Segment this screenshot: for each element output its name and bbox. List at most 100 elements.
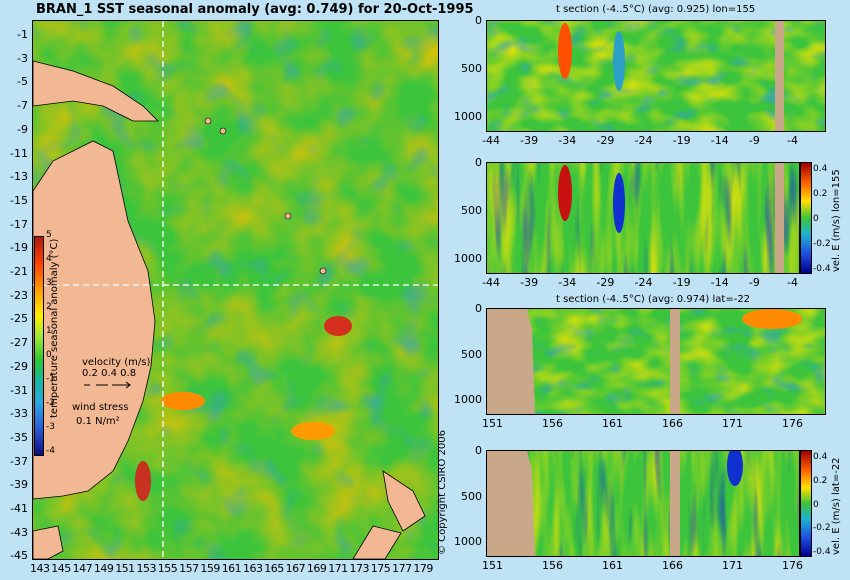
png-landmass <box>33 60 159 122</box>
lon-tick: 155 <box>157 562 178 575</box>
depth-tick: 1000 <box>454 393 482 406</box>
depth-tick: 500 <box>461 347 482 361</box>
section-x-tick: -39 <box>520 276 539 289</box>
velocity-scale: 0.2 0.4 0.8 <box>82 368 137 379</box>
lat-tick: -7 <box>17 99 28 113</box>
section-x-tick: 176 <box>782 559 803 572</box>
wind-stress-label: wind stress <box>72 402 129 413</box>
vel-colorbar <box>800 162 812 274</box>
lat-tick: -11 <box>10 146 28 160</box>
vel-colorbar-tick: 0.2 <box>813 189 828 199</box>
section-x-tick: -14 <box>710 134 729 147</box>
depth-tick: 1000 <box>454 110 482 123</box>
lon-tick: 149 <box>93 562 114 575</box>
lon-tick: 153 <box>136 562 157 575</box>
vel-colorbar <box>800 450 812 557</box>
section-x-tick: -24 <box>634 276 653 289</box>
vel-colorbar-tick: -0.2 <box>813 239 831 249</box>
section-x-tick: 151 <box>482 559 503 572</box>
depth-tick: 0 <box>475 156 482 169</box>
section-x-tick: -14 <box>710 276 729 289</box>
depth-tick: 500 <box>461 489 482 503</box>
section-panel <box>486 20 826 132</box>
section-x-tick: -19 <box>672 276 691 289</box>
section-panel <box>486 162 800 274</box>
section-x-tick: 156 <box>542 417 563 430</box>
colorbar-tick: 3 <box>46 278 52 288</box>
vel-colorbar-tick: -0.4 <box>813 547 831 557</box>
depth-tick: 500 <box>461 204 482 217</box>
colorbar-tick: 4 <box>46 254 52 264</box>
nz-north-island <box>382 470 426 532</box>
vel-colorbar-tick: -0.2 <box>813 523 831 534</box>
lat-tick: -13 <box>10 170 28 184</box>
lon-tick: 143 <box>30 562 50 575</box>
copyright: © Copyright CSIRO 2006 <box>437 430 448 555</box>
velocity-arrows <box>84 381 131 389</box>
lat-tick: -31 <box>10 383 28 397</box>
vel-colorbar-tick: -0.4 <box>813 264 831 274</box>
section-x-tick: 156 <box>542 559 563 572</box>
lon-tick: 173 <box>349 562 370 575</box>
vel-colorbar-tick: 0.4 <box>813 452 828 462</box>
section-x-tick: 161 <box>602 559 623 572</box>
sst-map-svg <box>33 21 438 559</box>
lat-tick: -1 <box>17 28 28 41</box>
lon-tick: 175 <box>370 562 391 575</box>
section-x-tick: -44 <box>482 134 500 147</box>
depth-tick: 0 <box>475 302 482 315</box>
lat-tick: -17 <box>10 217 28 231</box>
lat-tick: -33 <box>10 407 28 421</box>
section-x-tick: -9 <box>748 134 760 147</box>
wind-stress-scale: 0.1 N/m² <box>76 416 120 427</box>
lon-tick: 151 <box>115 562 135 575</box>
depth-tick: 0 <box>475 444 482 457</box>
nz-south-island <box>352 525 402 559</box>
main-colorbar-label: temperature seasonal anomaly (°C) <box>49 238 60 418</box>
section-x-tick: -4 <box>787 134 798 147</box>
lat-tick: -45 <box>10 549 28 563</box>
section-panel <box>486 308 826 415</box>
section-x-tick: -19 <box>672 134 691 147</box>
vel-colorbar-tick: 0 <box>813 214 819 224</box>
lon-tick: 177 <box>392 562 412 575</box>
lat-tick: -29 <box>10 359 28 373</box>
lat-tick: -43 <box>10 525 28 539</box>
australia-landmass <box>33 140 156 500</box>
lon-tick: 179 <box>413 562 433 575</box>
lon-tick: 159 <box>200 562 220 575</box>
section-title: t section (-4..5°C) (avg: 0.925) lon=155 <box>556 4 756 15</box>
lat-tick: -19 <box>10 241 28 255</box>
lat-tick: -23 <box>10 288 28 302</box>
colorbar-tick: -1 <box>46 374 55 384</box>
lat-tick: -27 <box>10 336 28 350</box>
section-x-tick: 171 <box>722 559 743 572</box>
depth-tick: 1000 <box>454 252 482 265</box>
main-colorbar <box>34 236 44 456</box>
tasmania-landmass <box>33 525 64 559</box>
main-title: BRAN_1 SST seasonal anomaly (avg: 0.749)… <box>36 2 474 17</box>
section-x-tick: -44 <box>482 276 500 289</box>
section-x-tick: 171 <box>722 417 743 430</box>
vel-colorbar-tick: 0 <box>813 499 819 510</box>
colorbar-tick: 2 <box>46 302 52 312</box>
lon-tick: 147 <box>72 562 93 575</box>
depth-tick: 1000 <box>454 535 482 548</box>
section-x-tick: -34 <box>558 134 577 147</box>
lat-tick: -5 <box>17 75 28 89</box>
section-x-tick: 166 <box>662 417 683 430</box>
velocity-label: velocity (m/s) <box>82 357 151 368</box>
colorbar-tick: 5 <box>46 230 52 240</box>
lon-tick: 169 <box>306 562 327 575</box>
lat-tick: -15 <box>10 193 28 207</box>
lat-tick: -21 <box>10 265 28 278</box>
section-x-tick: -29 <box>596 134 615 147</box>
lat-tick: -41 <box>10 502 28 515</box>
colorbar-tick: 0 <box>46 350 52 360</box>
section-x-tick: 151 <box>482 417 503 430</box>
colorbar-tick: -4 <box>46 446 55 456</box>
lon-tick: 157 <box>179 562 199 575</box>
vel-colorbar-label: vel. E (m/s) lat=-22 <box>831 457 842 555</box>
lat-tick: -25 <box>10 312 28 326</box>
lon-tick: 171 <box>328 562 348 575</box>
